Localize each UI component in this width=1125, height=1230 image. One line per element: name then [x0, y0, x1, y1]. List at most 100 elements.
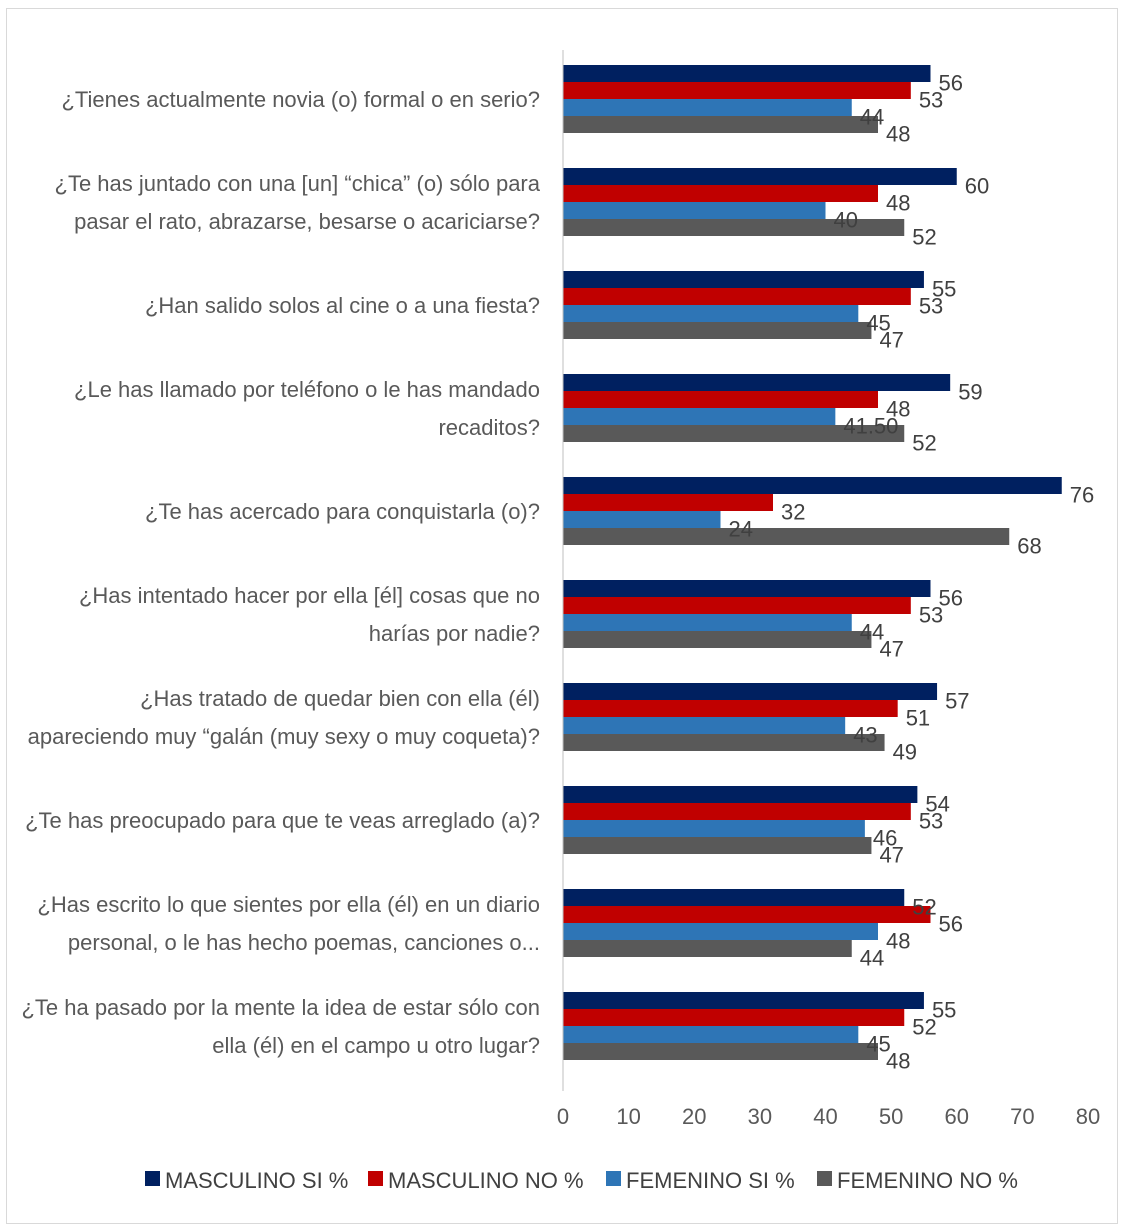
category-label: ¿Tienes actualmente novia (o) formal o e…	[61, 87, 540, 112]
bar	[563, 717, 846, 734]
data-label: 47	[879, 328, 903, 353]
bar	[563, 614, 852, 631]
data-label: 52	[912, 895, 936, 920]
x-tick-label: 80	[1076, 1104, 1100, 1129]
data-label: 56	[939, 912, 963, 937]
bar	[563, 271, 924, 288]
bar	[563, 992, 924, 1009]
data-label: 51	[906, 706, 930, 731]
bar	[563, 597, 911, 614]
data-label: 24	[729, 517, 753, 542]
bar	[563, 631, 872, 648]
legend-swatch	[817, 1171, 832, 1186]
bar	[563, 65, 931, 82]
bar	[563, 494, 773, 511]
data-label: 47	[879, 843, 903, 868]
data-label: 68	[1017, 534, 1041, 559]
bar	[563, 734, 885, 751]
data-label: 56	[939, 71, 963, 96]
data-label: 41.50	[843, 414, 898, 439]
data-label: 59	[958, 380, 982, 405]
category-label: ¿Te has juntado con una [un] “chica” (o)…	[55, 171, 541, 234]
legend: MASCULINO SI % MASCULINO NO % FEMENINO SI …	[145, 1168, 1018, 1193]
data-label: 53	[919, 809, 943, 834]
x-tick-label: 70	[1010, 1104, 1034, 1129]
data-label: 48	[886, 929, 910, 954]
data-label: 47	[879, 637, 903, 662]
bar	[563, 1009, 905, 1026]
bar	[563, 374, 951, 391]
data-label: 48	[886, 191, 910, 216]
category-label: ¿Has escrito lo que sientes por ella (él…	[37, 892, 540, 955]
category-label: ¿Has tratado de quedar bien con ella (él…	[28, 686, 540, 749]
category-label: ¿Te ha pasado por la mente la idea de es…	[21, 995, 540, 1058]
data-label: 56	[939, 586, 963, 611]
x-tick-label: 50	[879, 1104, 903, 1129]
category-label: ¿Han salido solos al cine o a una fiesta…	[145, 293, 540, 318]
data-label: 60	[965, 174, 989, 199]
bar	[563, 202, 826, 219]
bar	[563, 940, 852, 957]
bar	[563, 168, 957, 185]
data-label: 53	[919, 603, 943, 628]
legend-label: MASCULINO SI %	[165, 1168, 348, 1193]
legend-swatch	[145, 1171, 160, 1186]
bar	[563, 683, 938, 700]
data-label: 40	[834, 208, 858, 233]
bar	[563, 99, 852, 116]
legend-swatch	[606, 1171, 621, 1186]
chart-frame	[6, 8, 1118, 1224]
bar	[563, 425, 905, 442]
bar	[563, 906, 931, 923]
data-label: 52	[912, 225, 936, 250]
bar	[563, 786, 918, 803]
category-labels: ¿Tienes actualmente novia (o) formal o e…	[21, 87, 540, 1058]
bar	[563, 889, 905, 906]
x-tick-label: 30	[748, 1104, 772, 1129]
data-label: 55	[932, 998, 956, 1023]
bar	[563, 700, 898, 717]
data-label: 48	[886, 122, 910, 147]
x-tick-label: 60	[945, 1104, 969, 1129]
data-label: 55	[932, 277, 956, 302]
data-label: 76	[1070, 483, 1094, 508]
bar	[563, 322, 872, 339]
value-labels: 565344486048405255534547594841.505276322…	[729, 71, 1095, 1074]
data-label: 45	[866, 1032, 890, 1057]
bar	[563, 391, 878, 408]
bar	[563, 580, 931, 597]
bars	[563, 65, 1062, 1060]
data-label: 49	[893, 740, 917, 765]
bar	[563, 477, 1062, 494]
bar	[563, 803, 911, 820]
data-label: 48	[886, 397, 910, 422]
bar	[563, 185, 878, 202]
data-label: 48	[886, 1049, 910, 1074]
bar	[563, 528, 1010, 545]
data-label: 54	[925, 792, 949, 817]
data-label: 52	[912, 431, 936, 456]
legend-label: FEMENINO NO %	[837, 1168, 1018, 1193]
bar	[563, 305, 859, 322]
data-label: 53	[919, 88, 943, 113]
category-label: ¿Te has preocupado para que te veas arre…	[25, 808, 540, 833]
data-label: 57	[945, 689, 969, 714]
bar	[563, 116, 878, 133]
bar	[563, 837, 872, 854]
x-tick-label: 0	[557, 1104, 569, 1129]
x-axis: 0 10 20 30 40 50 60 70 80	[557, 50, 1100, 1129]
data-label: 44	[860, 105, 884, 130]
data-label: 46	[873, 826, 897, 851]
x-tick-label: 40	[813, 1104, 837, 1129]
data-label: 43	[853, 723, 877, 748]
legend-swatch	[368, 1171, 383, 1186]
bar	[563, 511, 721, 528]
bar	[563, 923, 878, 940]
data-label: 44	[860, 620, 884, 645]
legend-label: FEMENINO SI %	[626, 1168, 795, 1193]
category-label: ¿Has intentado hacer por ella [él] cosas…	[79, 583, 540, 646]
category-label: ¿Te has acercado para conquistarla (o)?	[145, 499, 540, 524]
data-label: 52	[912, 1015, 936, 1040]
bar	[563, 82, 911, 99]
bar	[563, 408, 836, 425]
